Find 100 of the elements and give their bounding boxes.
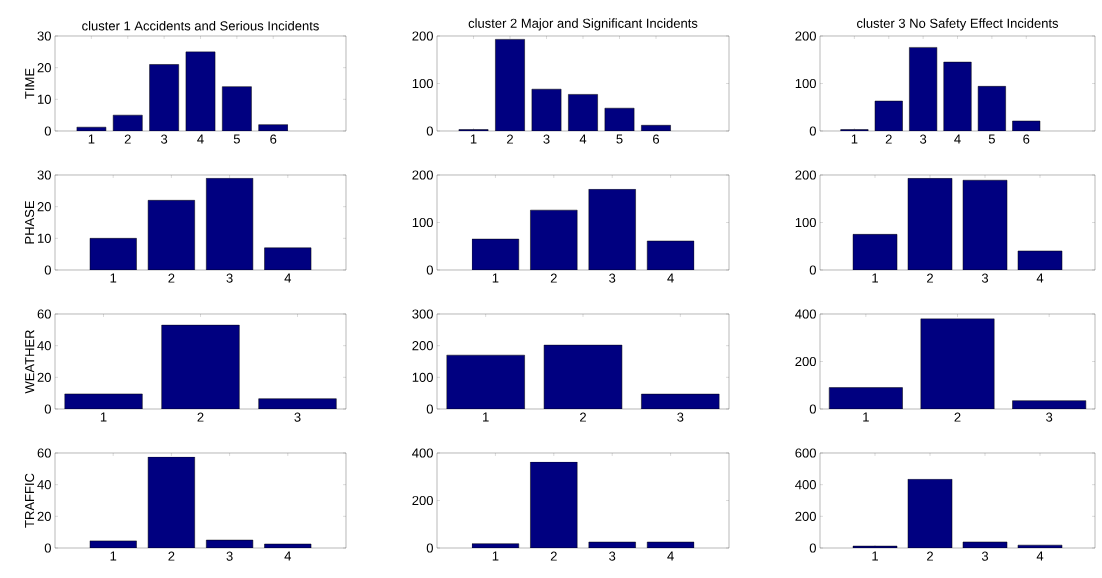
x-tick-label: 1 [872,273,878,283]
y-tick-label: 200 [412,170,433,180]
y-tick-label: 60 [37,309,51,319]
y-tick-label: 200 [412,31,433,41]
y-tick-label: 400 [412,448,433,458]
y-tick-label: 200 [412,341,433,351]
x-tick-label: 3 [920,134,927,144]
y-tick-label: 10 [38,233,51,243]
y-tick-label: 40 [37,480,51,490]
x-tick-label: 1 [851,134,858,144]
x-tick-label: 5 [616,134,623,144]
x-tick-label: 4 [1036,273,1044,283]
y-axis-title: TRAFFIC [24,473,35,528]
y-tick-label: 30 [37,31,51,41]
x-tick-label: 4 [1036,551,1044,561]
x-tick-label: 2 [580,412,586,422]
x-tick-label: 2 [550,551,557,561]
y-tick-label: 0 [44,126,51,136]
y-tick-label: 0 [809,543,816,553]
x-tick-label: 4 [284,273,292,283]
x-tick-label: 2 [168,551,175,561]
y-tick-label: 40 [37,341,51,351]
y-tick-label: 200 [795,511,816,521]
x-tick-label: 3 [543,134,550,144]
x-tick-label: 3 [609,551,616,561]
x-tick-label: 3 [609,273,616,283]
x-tick-label: 3 [161,134,168,144]
x-tick-label: 3 [226,551,233,561]
chart-title: cluster 1 Accidents and Serious Incidents [82,20,319,31]
y-tick-label: 0 [809,126,816,136]
y-tick-label: 20 [37,511,51,521]
x-tick-label: 3 [677,412,684,422]
y-tick-label: 20 [37,63,51,73]
y-tick-label: 400 [795,309,816,319]
x-tick-label: 1 [100,412,107,422]
y-tick-label: 60 [37,448,51,458]
x-tick-label: 1 [88,134,95,144]
x-tick-label: 4 [284,551,292,561]
y-tick-label: 100 [412,372,433,382]
y-tick-label: 0 [44,265,51,275]
x-tick-label: 2 [927,273,933,283]
x-tick-label: 1 [872,551,878,561]
x-tick-label: 4 [197,134,204,144]
x-tick-label: 2 [124,134,131,144]
chart-title: cluster 3 No Safety Effect Incidents [857,18,1059,31]
x-tick-label: 2 [507,134,513,144]
y-tick-label: 20 [37,372,51,382]
x-tick-label: 3 [981,551,989,561]
y-axis-title: TIME [25,68,35,99]
x-tick-label: 2 [550,273,557,283]
x-tick-label: 4 [954,134,961,144]
x-tick-label: 2 [954,412,961,422]
y-tick-label: 200 [412,495,433,506]
x-tick-label: 1 [483,412,489,422]
x-tick-label: 5 [233,134,240,144]
y-tick-label: 0 [809,404,816,414]
y-tick-label: 100 [412,217,433,228]
y-tick-label: 0 [426,404,433,414]
x-tick-label: 6 [1023,134,1030,144]
x-tick-label: 2 [885,134,892,144]
y-tick-label: 0 [809,265,816,275]
chart-title: cluster 2 Major and Significant Incidents [468,18,698,31]
y-tick-label: 200 [795,170,816,180]
y-tick-label: 0 [44,543,51,553]
y-tick-label: 10 [38,94,51,104]
y-tick-label: 0 [44,404,51,414]
x-tick-label: 3 [981,273,989,283]
y-tick-label: 200 [795,31,816,41]
y-tick-label: 300 [412,309,433,319]
y-tick-label: 0 [426,543,433,553]
y-tick-label: 20 [37,202,51,212]
x-tick-label: 2 [927,551,933,561]
y-tick-label: 200 [795,356,816,367]
y-tick-label: 0 [426,126,433,136]
x-tick-label: 1 [110,273,117,283]
x-tick-label: 1 [110,551,117,561]
x-tick-label: 3 [226,273,233,283]
x-tick-label: 4 [579,134,587,144]
y-axis-title: PHASE [24,201,35,244]
y-tick-label: 600 [795,448,816,458]
x-tick-label: 1 [492,273,499,283]
x-tick-label: 1 [863,412,869,422]
x-tick-label: 2 [197,412,204,422]
y-tick-label: 100 [795,78,816,89]
x-tick-label: 3 [294,412,301,422]
x-tick-label: 4 [667,273,674,283]
x-tick-label: 2 [168,273,175,283]
y-tick-label: 100 [412,78,433,89]
y-tick-label: 30 [37,170,51,180]
x-tick-label: 4 [667,551,674,561]
y-tick-label: 400 [795,480,816,490]
x-tick-label: 6 [653,134,660,144]
x-tick-label: 1 [492,551,499,561]
y-tick-label: 100 [795,217,816,228]
x-tick-label: 5 [988,134,995,144]
y-axis-title: WEATHER [25,330,35,394]
x-tick-label: 6 [270,134,277,144]
x-tick-label: 3 [1046,412,1053,422]
x-tick-label: 1 [470,134,477,144]
y-tick-label: 0 [426,265,433,275]
